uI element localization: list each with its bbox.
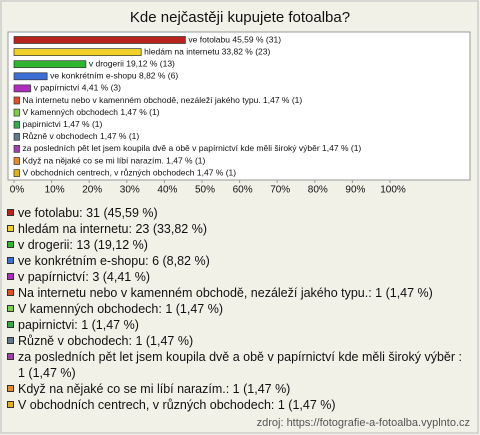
legend-label: v drogerii: 13 (19,12 %) (18, 238, 148, 252)
x-tick-label: 70% (270, 185, 290, 196)
legend-label: ve konkrétním e-shopu: 6 (8,82 %) (18, 254, 210, 268)
bar (13, 145, 20, 153)
legend-swatch (7, 321, 14, 328)
value-label: Na internetu nebo v kamenném obchodě, ne… (23, 95, 303, 105)
legend-swatch (7, 209, 14, 216)
legend-label: za posledních pět let jsem koupila dvě a… (18, 350, 462, 380)
x-tick-label: 10% (45, 185, 65, 196)
legend-label: V kamenných obchodech: 1 (1,47 %) (18, 302, 223, 316)
legend-swatch (7, 385, 14, 392)
bar (13, 84, 31, 93)
x-tick-label: 80% (308, 185, 328, 196)
x-tick-label: 50% (195, 185, 215, 196)
legend-swatch (7, 337, 14, 344)
legend-swatch (7, 401, 14, 408)
legend: ve fotolabu: 31 (45,59 %) hledám na inter… (6, 205, 468, 413)
value-label: V kamenných obchodech 1,47 % (1) (23, 107, 160, 117)
value-label: v drogerii 19,12 % (13) (89, 58, 175, 68)
legend-item: hledám na internetu: 23 (33,82 %) (6, 221, 468, 237)
legend-swatch (7, 273, 14, 280)
legend-swatch (7, 225, 14, 232)
legend-item: V obchodních centrech, v různých obchode… (6, 397, 468, 413)
legend-item: ve fotolabu: 31 (45,59 %) (6, 205, 468, 221)
bar (13, 169, 20, 177)
x-tick-label: 40% (157, 185, 177, 196)
legend-label: hledám na internetu: 23 (33,82 %) (18, 222, 208, 236)
bar (13, 36, 186, 44)
legend-label: Na internetu nebo v kamenném obchodě, ne… (18, 286, 433, 300)
bar (13, 132, 20, 141)
value-label: Když na nějaké co se mi líbí narazím. 1,… (23, 155, 206, 165)
value-label: papirnictvi 1,47 % (1) (23, 119, 103, 129)
legend-item: v papírnictví: 3 (4,41 %) (6, 269, 468, 285)
bar (13, 157, 20, 165)
x-tick-label: 90% (345, 185, 365, 196)
x-tick-label: 0% (10, 185, 25, 196)
legend-label: Různě v obchodech: 1 (1,47 %) (18, 334, 194, 348)
bar (13, 72, 48, 81)
legend-swatch (7, 289, 14, 296)
source: zdroj: https://fotografie-a-fotoalba.vyp… (256, 417, 470, 429)
bar (13, 108, 20, 117)
bar (13, 120, 20, 129)
value-label: Různě v obchodech 1,47 % (1) (23, 131, 140, 141)
legend-label: Když na nějaké co se mi líbí narazím.: 1… (18, 382, 291, 396)
bar (13, 60, 87, 69)
x-tick-label: 100% (380, 185, 406, 196)
value-label: za posledních pět let jsem koupila dvě a… (23, 143, 362, 153)
value-label: V obchodních centrech, v různých obchode… (23, 167, 237, 177)
legend-item: Když na nějaké co se mi líbí narazím.: 1… (6, 381, 468, 397)
legend-item: V kamenných obchodech: 1 (1,47 %) (6, 301, 468, 317)
legend-item: Na internetu nebo v kamenném obchodě, ne… (6, 285, 468, 301)
legend-label: v papírnictví: 3 (4,41 %) (18, 270, 151, 284)
x-tick-label: 30% (120, 185, 140, 196)
legend-item: ve konkrétním e-shopu: 6 (8,82 %) (6, 253, 468, 269)
legend-item: Různě v obchodech: 1 (1,47 %) (6, 333, 468, 349)
legend-swatch (7, 241, 14, 248)
legend-label: ve fotolabu: 31 (45,59 %) (18, 206, 158, 220)
x-tick-label: 60% (233, 185, 253, 196)
legend-item: v drogerii: 13 (19,12 %) (6, 237, 468, 253)
legend-item: za posledních pět let jsem koupila dvě a… (6, 349, 468, 381)
bar (13, 48, 142, 56)
value-label: ve fotolabu 45,59 % (31) (188, 34, 281, 44)
plot-area (7, 31, 471, 181)
bar (13, 96, 20, 105)
legend-label: papirnictvi: 1 (1,47 %) (18, 318, 139, 332)
x-tick-label: 20% (82, 185, 102, 196)
legend-item: papirnictvi: 1 (1,47 %) (6, 317, 468, 333)
value-label: v papírnictví 4,41 % (3) (34, 83, 122, 93)
legend-swatch (7, 353, 14, 360)
legend-swatch (7, 257, 14, 264)
value-label: ve konkrétním e-shopu 8,82 % (6) (50, 71, 178, 81)
chart-title: Kde nejčastěji kupujete fotoalba? (130, 9, 350, 26)
value-label: hledám na internetu 33,82 % (23) (144, 46, 270, 56)
legend-label: V obchodních centrech, v různých obchode… (18, 398, 336, 412)
legend-swatch (7, 305, 14, 312)
